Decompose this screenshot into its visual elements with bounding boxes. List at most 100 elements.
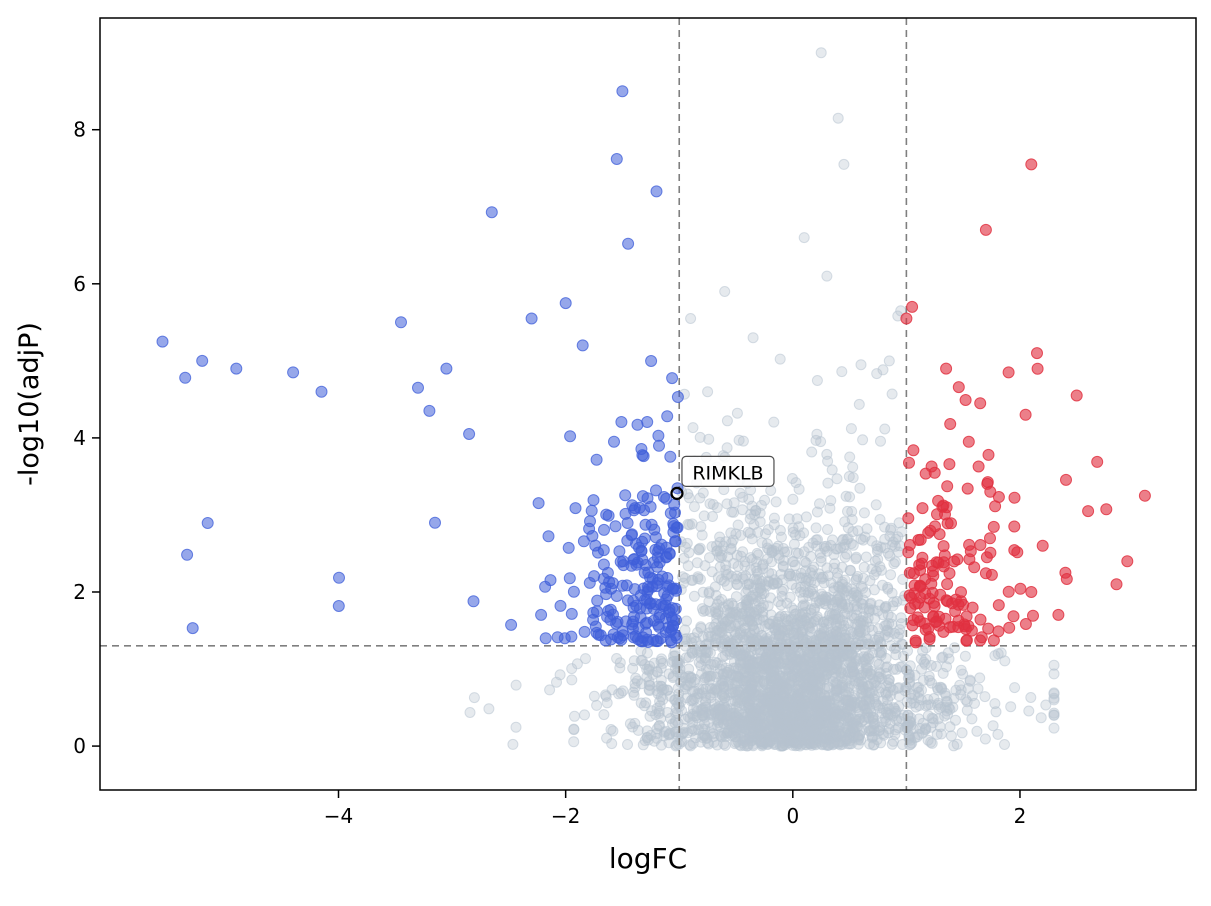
not-significant-point [579,709,590,721]
up-regulated-point [940,362,953,375]
up-regulated-point [979,567,992,580]
not-significant-point [628,689,640,701]
up-regulated-point [979,223,992,236]
not-significant-point [622,739,633,750]
up-regulated-point [928,466,941,479]
not-significant-point [685,313,697,324]
not-significant-point [811,506,823,518]
down-regulated-point [658,491,670,503]
not-significant-point [891,714,903,726]
not-significant-point [662,707,673,718]
not-significant-point [979,733,991,745]
down-regulated-point [423,404,436,417]
not-significant-point [688,501,700,513]
not-significant-point [865,668,877,680]
up-regulated-point [960,634,973,647]
not-significant-point [895,612,907,624]
not-significant-point [858,561,870,573]
not-significant-point [867,711,879,723]
not-significant-point [569,710,580,722]
not-significant-point [845,423,857,435]
not-significant-point [835,662,847,674]
not-significant-point [763,618,775,630]
up-regulated-point [943,458,956,471]
not-significant-point [831,594,843,606]
down-regulated-point [539,632,552,645]
up-regulated-point [1036,539,1049,552]
not-significant-point [744,527,756,539]
not-significant-point [836,576,848,588]
nonsignificant-points-layer [464,47,1060,752]
not-significant-point [755,585,767,597]
down-regulated-point [412,381,424,394]
not-significant-point [687,422,699,434]
down-regulated-point [463,428,476,440]
not-significant-point [955,664,967,676]
not-significant-point [886,587,898,599]
not-significant-point [696,529,708,541]
not-significant-point [856,687,868,699]
not-significant-point [588,690,600,702]
not-significant-point [795,567,807,579]
not-significant-point [1048,707,1060,719]
up-regulated-point [1025,586,1038,598]
not-significant-point [682,488,694,500]
not-significant-point [871,540,883,552]
not-significant-point [813,666,825,678]
up-regulated-point [922,526,935,539]
not-significant-point [875,541,887,553]
not-significant-point [816,588,827,600]
up-regulated-point [963,553,976,566]
not-significant-point [850,714,861,725]
up-regulated-point [907,444,920,457]
not-significant-point [709,698,721,710]
not-significant-point [817,571,829,583]
down-regulated-point [535,608,548,621]
up-regulated-point [941,578,954,591]
down-regulated-point [644,500,657,513]
not-significant-point [830,728,841,740]
down-regulated-point [655,598,667,611]
not-significant-point [571,658,583,670]
not-significant-point [868,584,880,596]
not-significant-point [1040,699,1052,711]
down-regulated-point [671,391,684,403]
up-regulated-point [1121,555,1134,568]
down-regulated-point [532,497,545,510]
up-regulated-point [1025,158,1038,171]
down-regulated-point [467,595,480,608]
up-regulated-point [926,559,939,572]
not-significant-point [702,386,714,398]
not-significant-point [464,707,476,718]
not-significant-point [880,687,891,699]
not-significant-point [961,696,973,708]
up-regulated-point [1008,520,1021,533]
down-regulated-point [589,539,602,552]
not-significant-point [707,511,718,522]
up-regulated-point [928,600,941,613]
up-regulated-point [992,599,1005,612]
not-significant-point [877,364,889,376]
not-significant-point [810,522,822,534]
up-regulated-point [982,448,995,461]
down-regulated-point [617,629,630,642]
not-significant-point [828,549,840,561]
down-regulated-point [587,613,600,626]
down-regulated-point [638,532,651,545]
down-regulated-point [525,312,538,325]
y-tick-label: 6 [73,272,86,296]
down-regulated-point [649,531,662,544]
down-regulated-point [608,435,620,448]
up-regulated-point [929,616,942,629]
not-significant-point [734,629,746,641]
down-regulated-point [617,559,630,572]
not-significant-point [788,538,800,550]
not-significant-point [819,732,831,744]
not-significant-point [1048,722,1060,734]
not-significant-point [822,615,834,627]
not-significant-point [979,691,991,703]
down-regulated-point [616,85,629,98]
not-significant-point [655,739,667,751]
not-significant-point [817,631,829,643]
not-significant-point [846,514,858,525]
